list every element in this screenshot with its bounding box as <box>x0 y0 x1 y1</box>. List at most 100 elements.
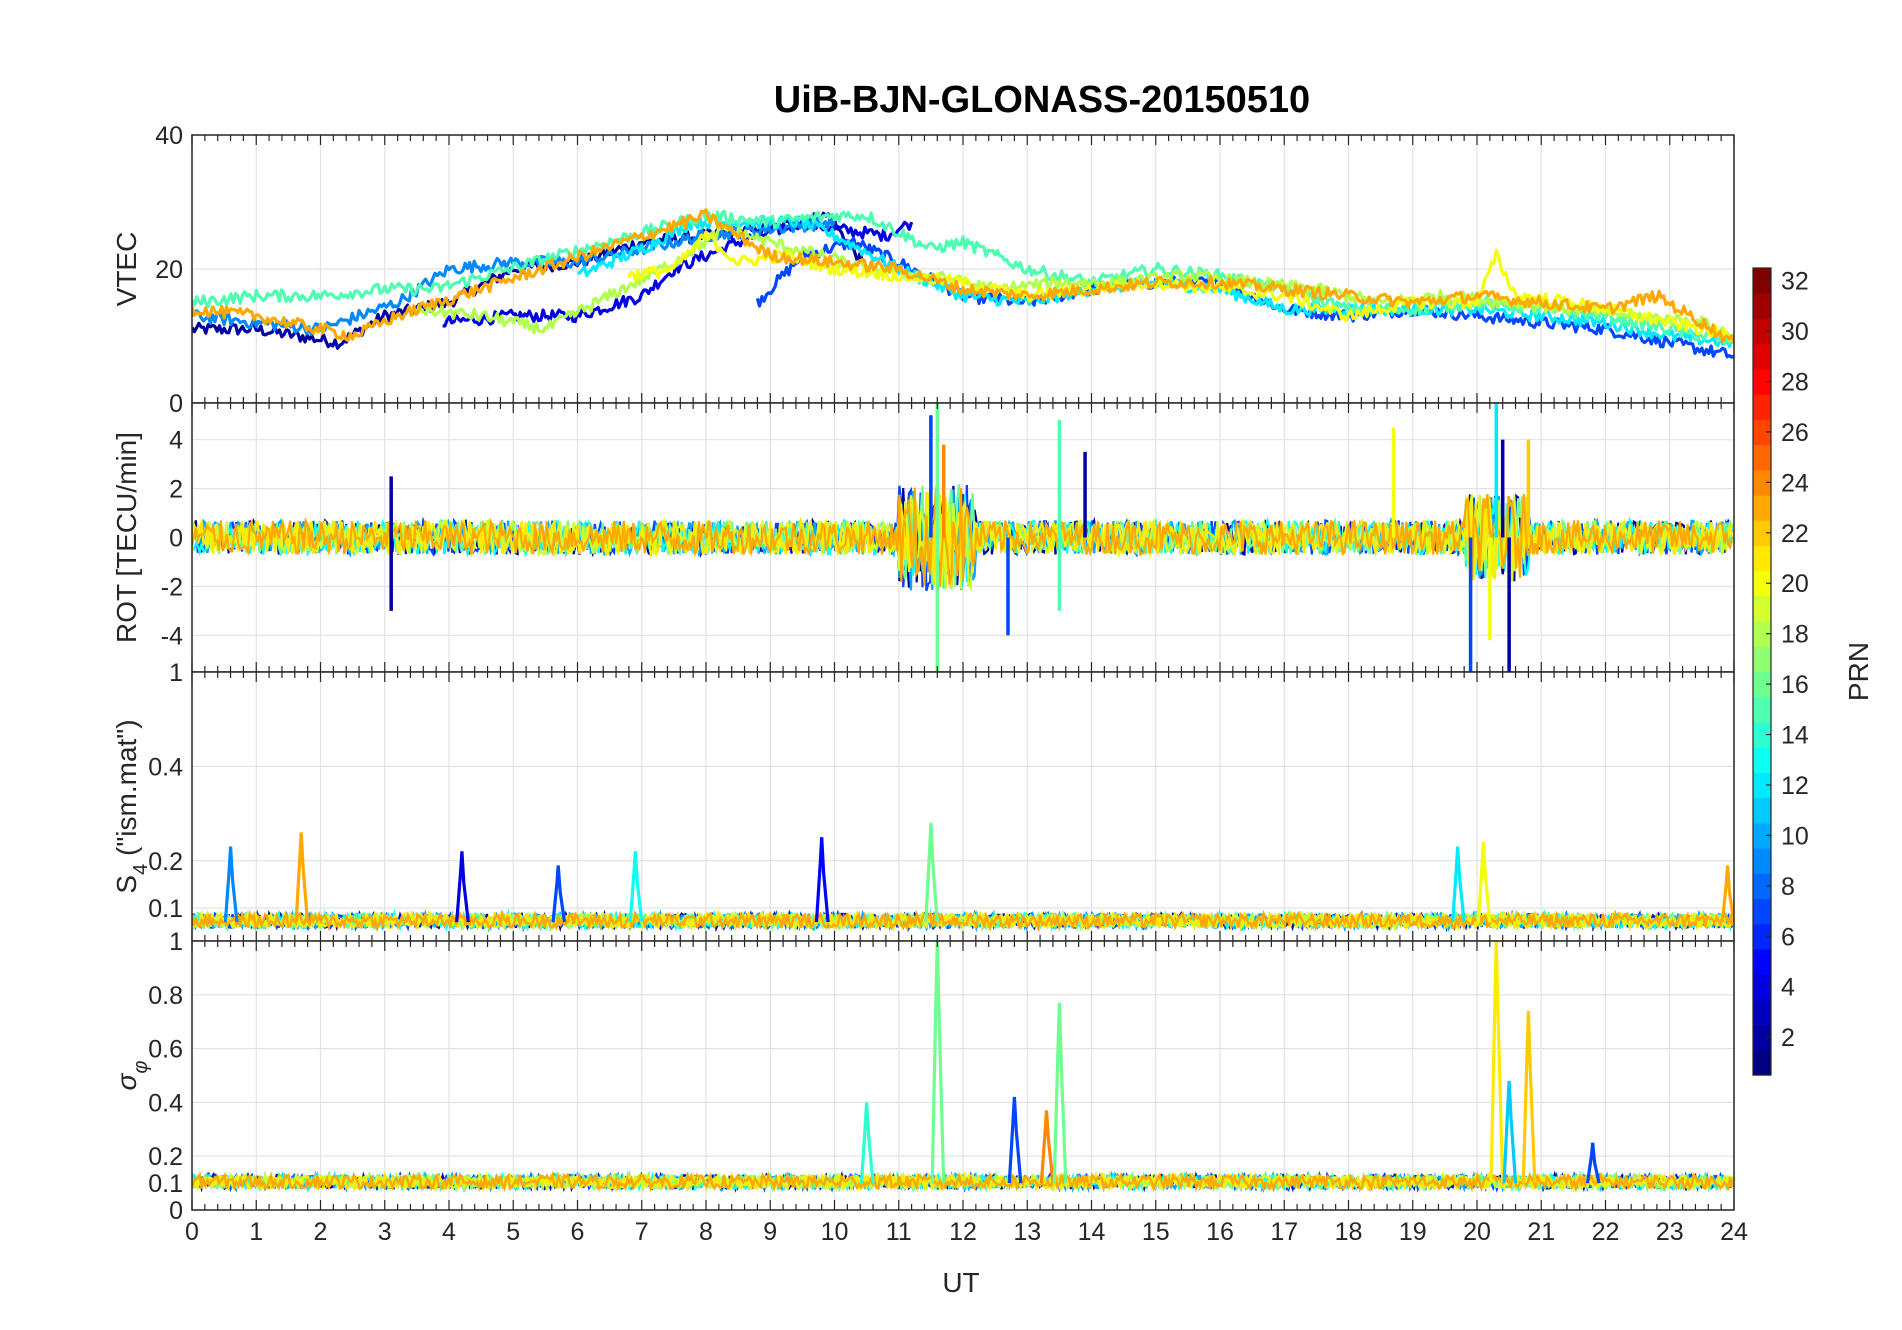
colorbar-swatch <box>1753 419 1771 446</box>
y-tick-label: 0 <box>169 525 183 553</box>
y-tick-label: 0.1 <box>148 1170 183 1198</box>
y-axis-label: σφ <box>111 1061 152 1091</box>
x-tick-label: 12 <box>949 1218 977 1246</box>
x-tick-label: 10 <box>821 1218 849 1246</box>
peak-prn-7 <box>1585 1142 1601 1184</box>
rot-noise-prn-23 <box>192 487 1734 587</box>
y-tick-label: 0.8 <box>148 982 183 1010</box>
panel-data <box>192 822 1734 933</box>
y-tick-label: 0.4 <box>148 1089 183 1117</box>
peak-prn-5 <box>814 837 830 923</box>
x-tick-label: 22 <box>1592 1218 1620 1246</box>
y-axis-label: S4 ("ism.mat") <box>111 719 152 893</box>
peak-prn-16 <box>924 822 939 923</box>
peak-prn-16 <box>930 941 946 1184</box>
x-tick-label: 18 <box>1335 1218 1363 1246</box>
colorbar-tick-label: 24 <box>1781 469 1809 497</box>
colorbar-swatch <box>1753 646 1771 673</box>
peak-prn-23 <box>294 832 310 923</box>
peak-prn-16 <box>1052 1002 1068 1184</box>
colorbar-tick-label: 18 <box>1781 621 1809 649</box>
colorbar-swatch <box>1753 747 1771 773</box>
colorbar-swatch <box>1753 999 1771 1026</box>
colorbar-label: PRN <box>1843 642 1874 701</box>
colorbar-swatch <box>1753 368 1771 395</box>
x-tick-label: 20 <box>1463 1218 1491 1246</box>
peak-prn-11 <box>1502 1080 1518 1184</box>
colorbar-swatch <box>1753 469 1771 496</box>
y-tick-label: 2 <box>169 476 183 504</box>
peak-prn-13 <box>628 851 644 923</box>
peak-prn-7 <box>1007 1096 1023 1184</box>
colorbar-swatch <box>1753 394 1771 420</box>
colorbar-tick-label: 32 <box>1781 268 1809 296</box>
colorbar-tick-label: 28 <box>1781 368 1809 396</box>
baseline-prn-23 <box>192 1170 1734 1193</box>
peak-prn-7 <box>551 865 567 923</box>
x-tick-label: 24 <box>1720 1218 1748 1246</box>
colorbar-swatch <box>1753 848 1771 874</box>
colorbar-swatch <box>1753 293 1771 320</box>
x-tick-label: 11 <box>886 1218 912 1246</box>
peak-prn-24 <box>1039 1110 1055 1184</box>
y-axis-label: VTEC <box>111 232 142 307</box>
y-axis-label: ROT [TECU/min] <box>111 432 142 643</box>
colorbar-swatch <box>1753 923 1771 950</box>
y-tick-label: 1 <box>169 928 183 956</box>
x-tick-label: 21 <box>1527 1218 1555 1246</box>
colorbar-tick-label: 8 <box>1781 873 1795 901</box>
baseline-prn-23 <box>192 909 1734 933</box>
colorbar-swatch <box>1753 772 1771 799</box>
colorbar-tick-label: 14 <box>1781 722 1809 750</box>
colorbar-swatch <box>1753 545 1771 572</box>
colorbar-tick-label: 12 <box>1781 772 1809 800</box>
colorbar-swatch <box>1753 1024 1771 1051</box>
colorbar-tick-label: 20 <box>1781 570 1809 598</box>
panel-3: 0.1 0.2 0.4 1 S4 ("ism.mat") <box>111 659 1735 942</box>
colorbar-tick-label: 4 <box>1781 974 1795 1002</box>
x-tick-label: 23 <box>1656 1218 1684 1246</box>
x-tick-label: 1 <box>249 1218 263 1246</box>
colorbar-tick-label: 30 <box>1781 318 1809 346</box>
y-tick-label: -2 <box>161 573 183 601</box>
colorbar-frame <box>1752 267 1772 1076</box>
colorbar-swatch <box>1753 974 1771 1000</box>
y-tick-label: 0.4 <box>148 753 183 781</box>
colorbar-tick-label: 6 <box>1781 923 1795 951</box>
peak-prn-20 <box>1476 841 1492 923</box>
x-tick-label: 6 <box>571 1218 585 1246</box>
vtec-series-prn-23 <box>192 208 1734 344</box>
x-tick-label: 3 <box>378 1218 392 1246</box>
y-tick-label: 0 <box>169 390 183 418</box>
peak-prn-21 <box>1489 941 1505 1184</box>
colorbar-tick-label: 26 <box>1781 419 1809 447</box>
x-tick-label: 15 <box>1142 1218 1170 1246</box>
colorbar-swatch <box>1753 621 1771 647</box>
x-tick-label: 13 <box>1013 1218 1041 1246</box>
colorbar-swatch <box>1753 898 1771 925</box>
colorbar-swatch <box>1753 873 1771 900</box>
panel-2: -4 -2 0 2 4 ROT [TECU/min] <box>111 402 1735 673</box>
colorbar-tick-label: 2 <box>1781 1024 1795 1052</box>
colorbar-swatch <box>1753 948 1771 975</box>
x-tick-label: 14 <box>1078 1218 1106 1246</box>
colorbar-swatch <box>1753 520 1771 547</box>
peak-prn-4 <box>455 851 470 923</box>
peak-prn-22 <box>1521 1010 1537 1184</box>
peak-prn-9 <box>223 846 239 923</box>
colorbar-swatch <box>1753 696 1771 723</box>
y-tick-label: 4 <box>169 427 183 455</box>
panel-4: 00.10.2 0.4 0.6 0.8 1 σφ <box>111 928 1735 1225</box>
panel-1: 0 20 40 VTEC <box>111 122 1735 418</box>
colorbar-swatch <box>1753 595 1771 622</box>
y-tick-label: 0.2 <box>148 848 183 876</box>
colorbar-swatch <box>1753 343 1771 370</box>
y-tick-label: 1 <box>169 659 183 687</box>
colorbar-swatch <box>1753 822 1771 849</box>
x-tick-label: 0 <box>185 1218 199 1246</box>
colorbar-swatch <box>1753 444 1771 471</box>
colorbar-swatch <box>1753 671 1771 698</box>
chart-title: UiB-BJN-GLONASS-20150510 <box>774 79 1310 121</box>
x-tick-label: 4 <box>442 1218 456 1246</box>
